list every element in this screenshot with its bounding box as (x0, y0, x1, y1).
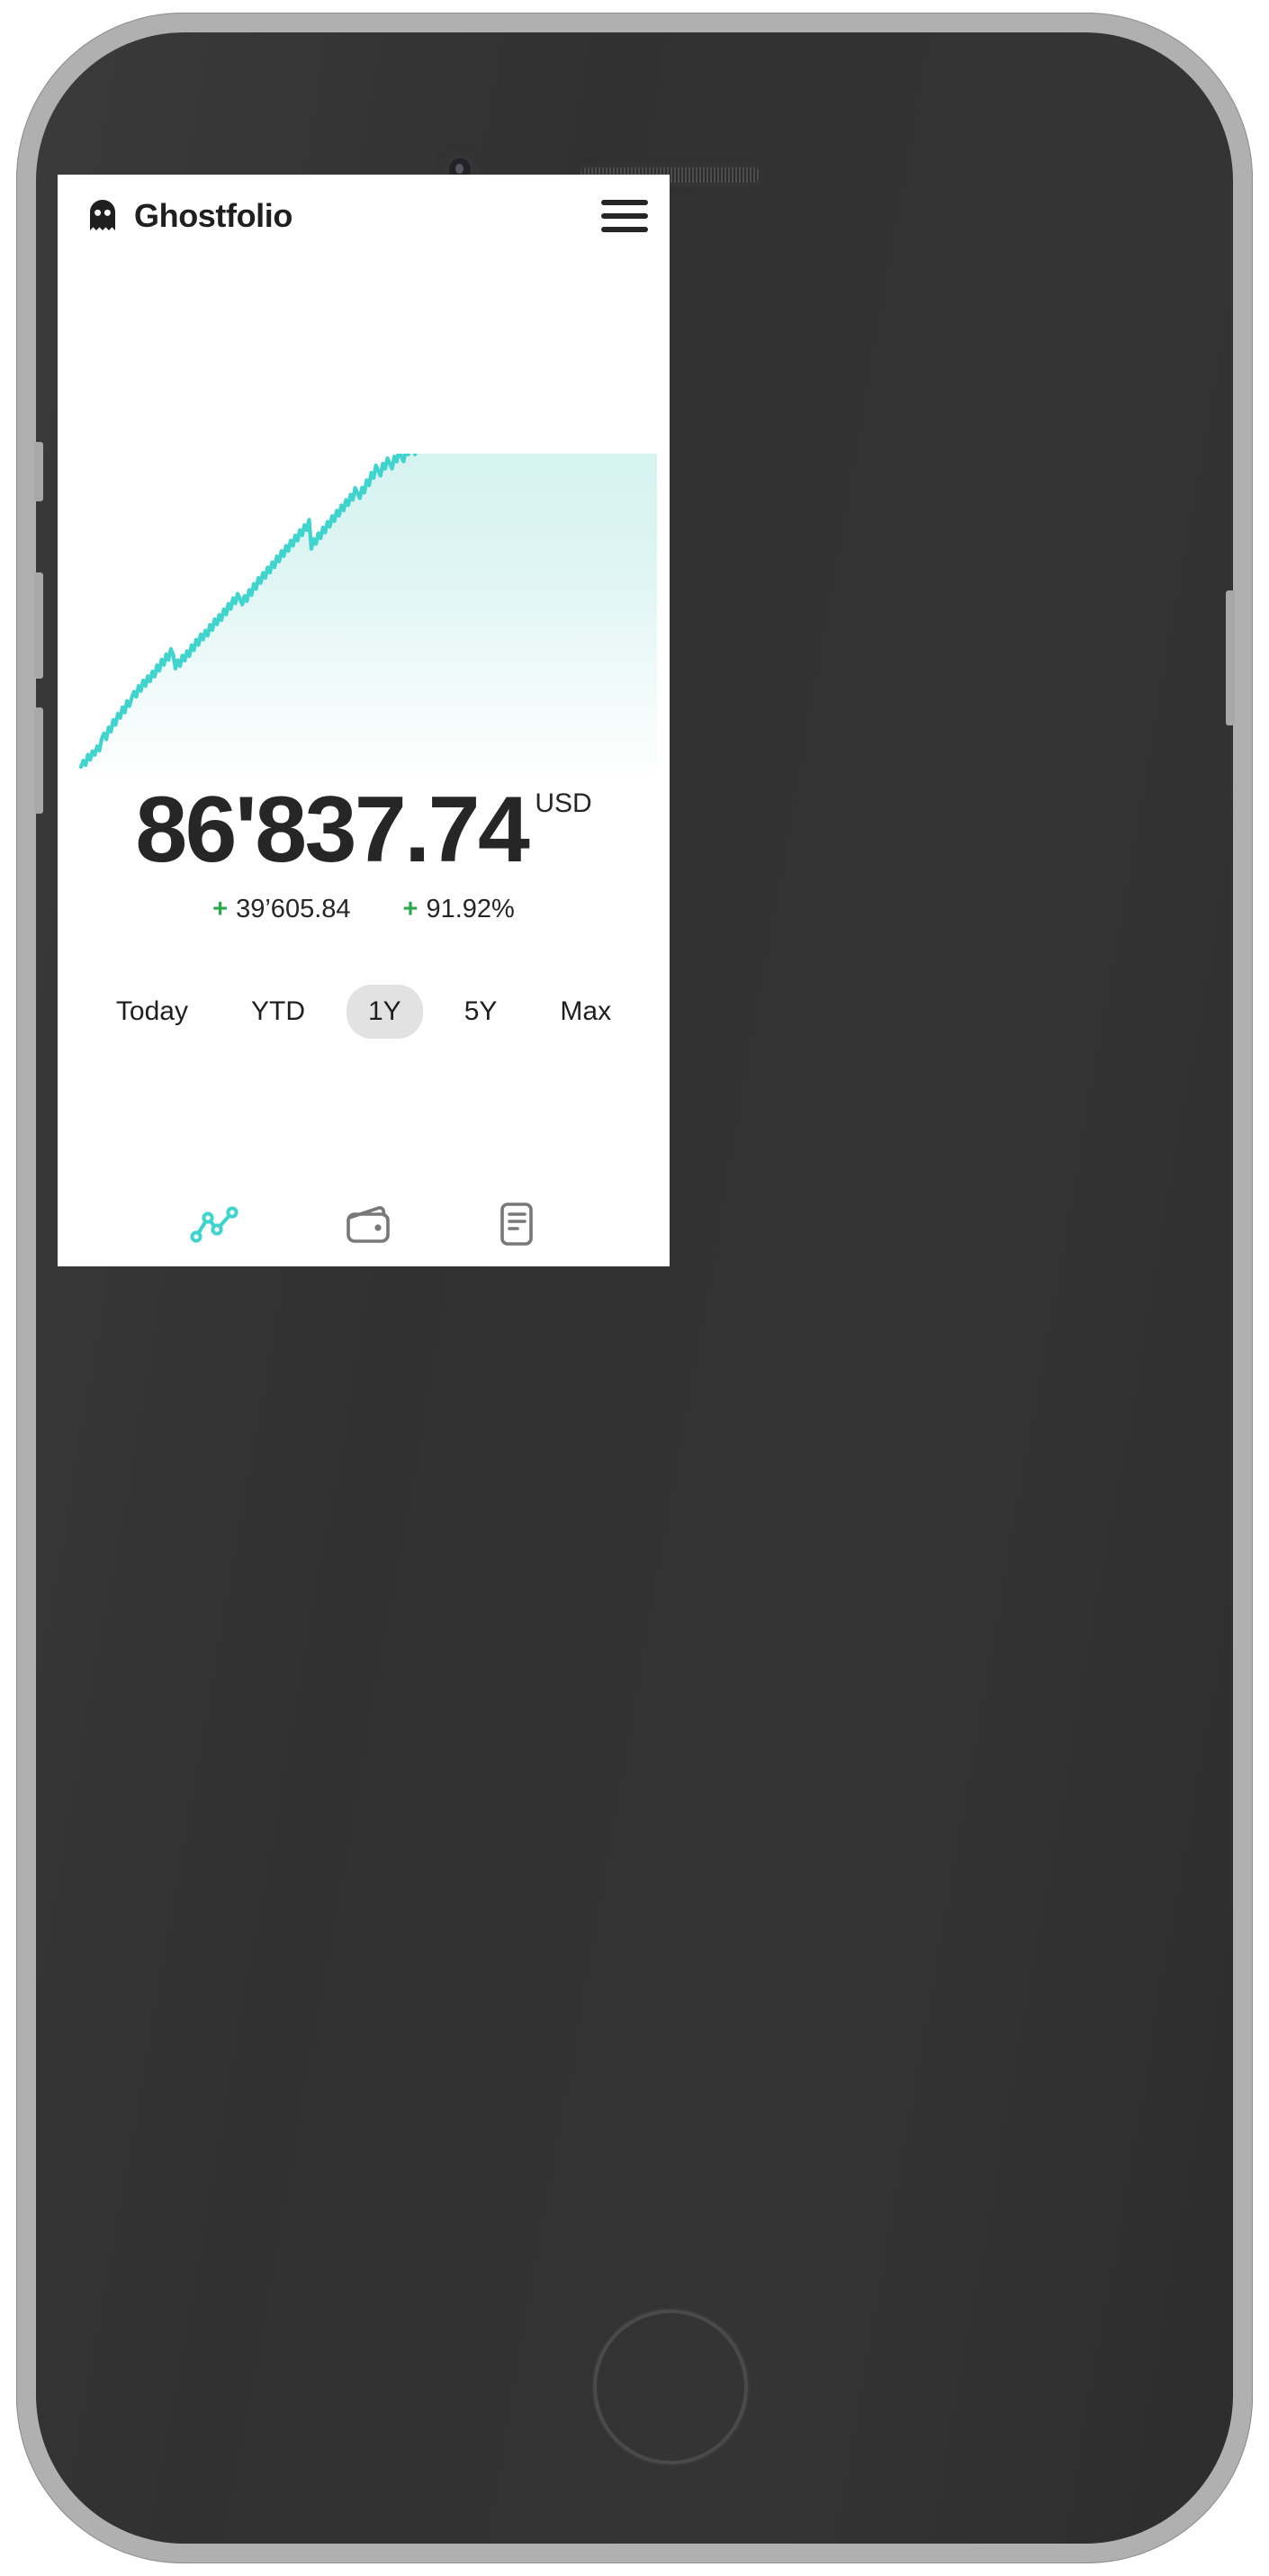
wallet-icon (346, 1206, 390, 1243)
nav-portfolio[interactable] (345, 1203, 392, 1245)
app-header: Ghostfolio (58, 175, 670, 257)
menu-bar-bottom (601, 227, 648, 232)
brand-logo[interactable]: Ghostfolio (85, 198, 292, 234)
menu-bar-middle (601, 213, 648, 219)
range-tab-today[interactable]: Today (115, 996, 188, 1026)
percent-change: + 91.92% (403, 895, 515, 924)
ghost-icon (90, 200, 115, 230)
phone-screen: Ghostfolio (58, 175, 670, 1266)
range-tab-1y[interactable]: 1Y (346, 985, 423, 1039)
volume-up-button[interactable] (34, 572, 43, 679)
power-button[interactable] (1226, 590, 1235, 725)
absolute-change: + 39’605.84 (212, 895, 350, 924)
range-tab-max[interactable]: Max (560, 996, 612, 1026)
portfolio-value-row: 86'837.74 USD (58, 778, 670, 882)
portfolio-value: 86'837.74 (135, 778, 530, 882)
nav-overview[interactable] (190, 1204, 240, 1244)
absolute-change-sign: + (212, 894, 229, 923)
absolute-change-value: 39’605.84 (236, 894, 351, 923)
hamburger-menu-icon[interactable] (601, 196, 648, 236)
silent-switch-button[interactable] (34, 442, 43, 501)
portfolio-performance-chart[interactable] (58, 454, 670, 782)
menu-bar-top (601, 200, 648, 205)
line-chart-icon (190, 1206, 238, 1243)
home-button[interactable] (593, 2310, 748, 2464)
chart-svg (78, 454, 657, 782)
chart-area-fill (81, 454, 657, 782)
app-title: Ghostfolio (134, 197, 292, 234)
range-tab-ytd[interactable]: YTD (250, 996, 305, 1026)
currency-label: USD (535, 788, 592, 818)
percent-change-sign: + (402, 894, 418, 923)
portfolio-summary: 86'837.74 USD + 39’605.84 + 91.92% (58, 778, 670, 924)
volume-down-button[interactable] (34, 707, 43, 814)
portfolio-change-row: + 39’605.84 + 91.92% (58, 895, 670, 924)
phone-body: Ghostfolio (34, 32, 1235, 2544)
range-tab-5y[interactable]: 5Y (464, 996, 498, 1026)
phone-frame: Ghostfolio (16, 13, 1253, 2563)
percent-change-value: 91.92% (426, 894, 515, 923)
document-icon (500, 1202, 533, 1246)
bottom-navigation (58, 1202, 670, 1247)
chart-line (78, 454, 418, 770)
date-range-tabs: Today YTD 1Y 5Y Max (58, 985, 670, 1039)
nav-transactions[interactable] (496, 1202, 537, 1247)
